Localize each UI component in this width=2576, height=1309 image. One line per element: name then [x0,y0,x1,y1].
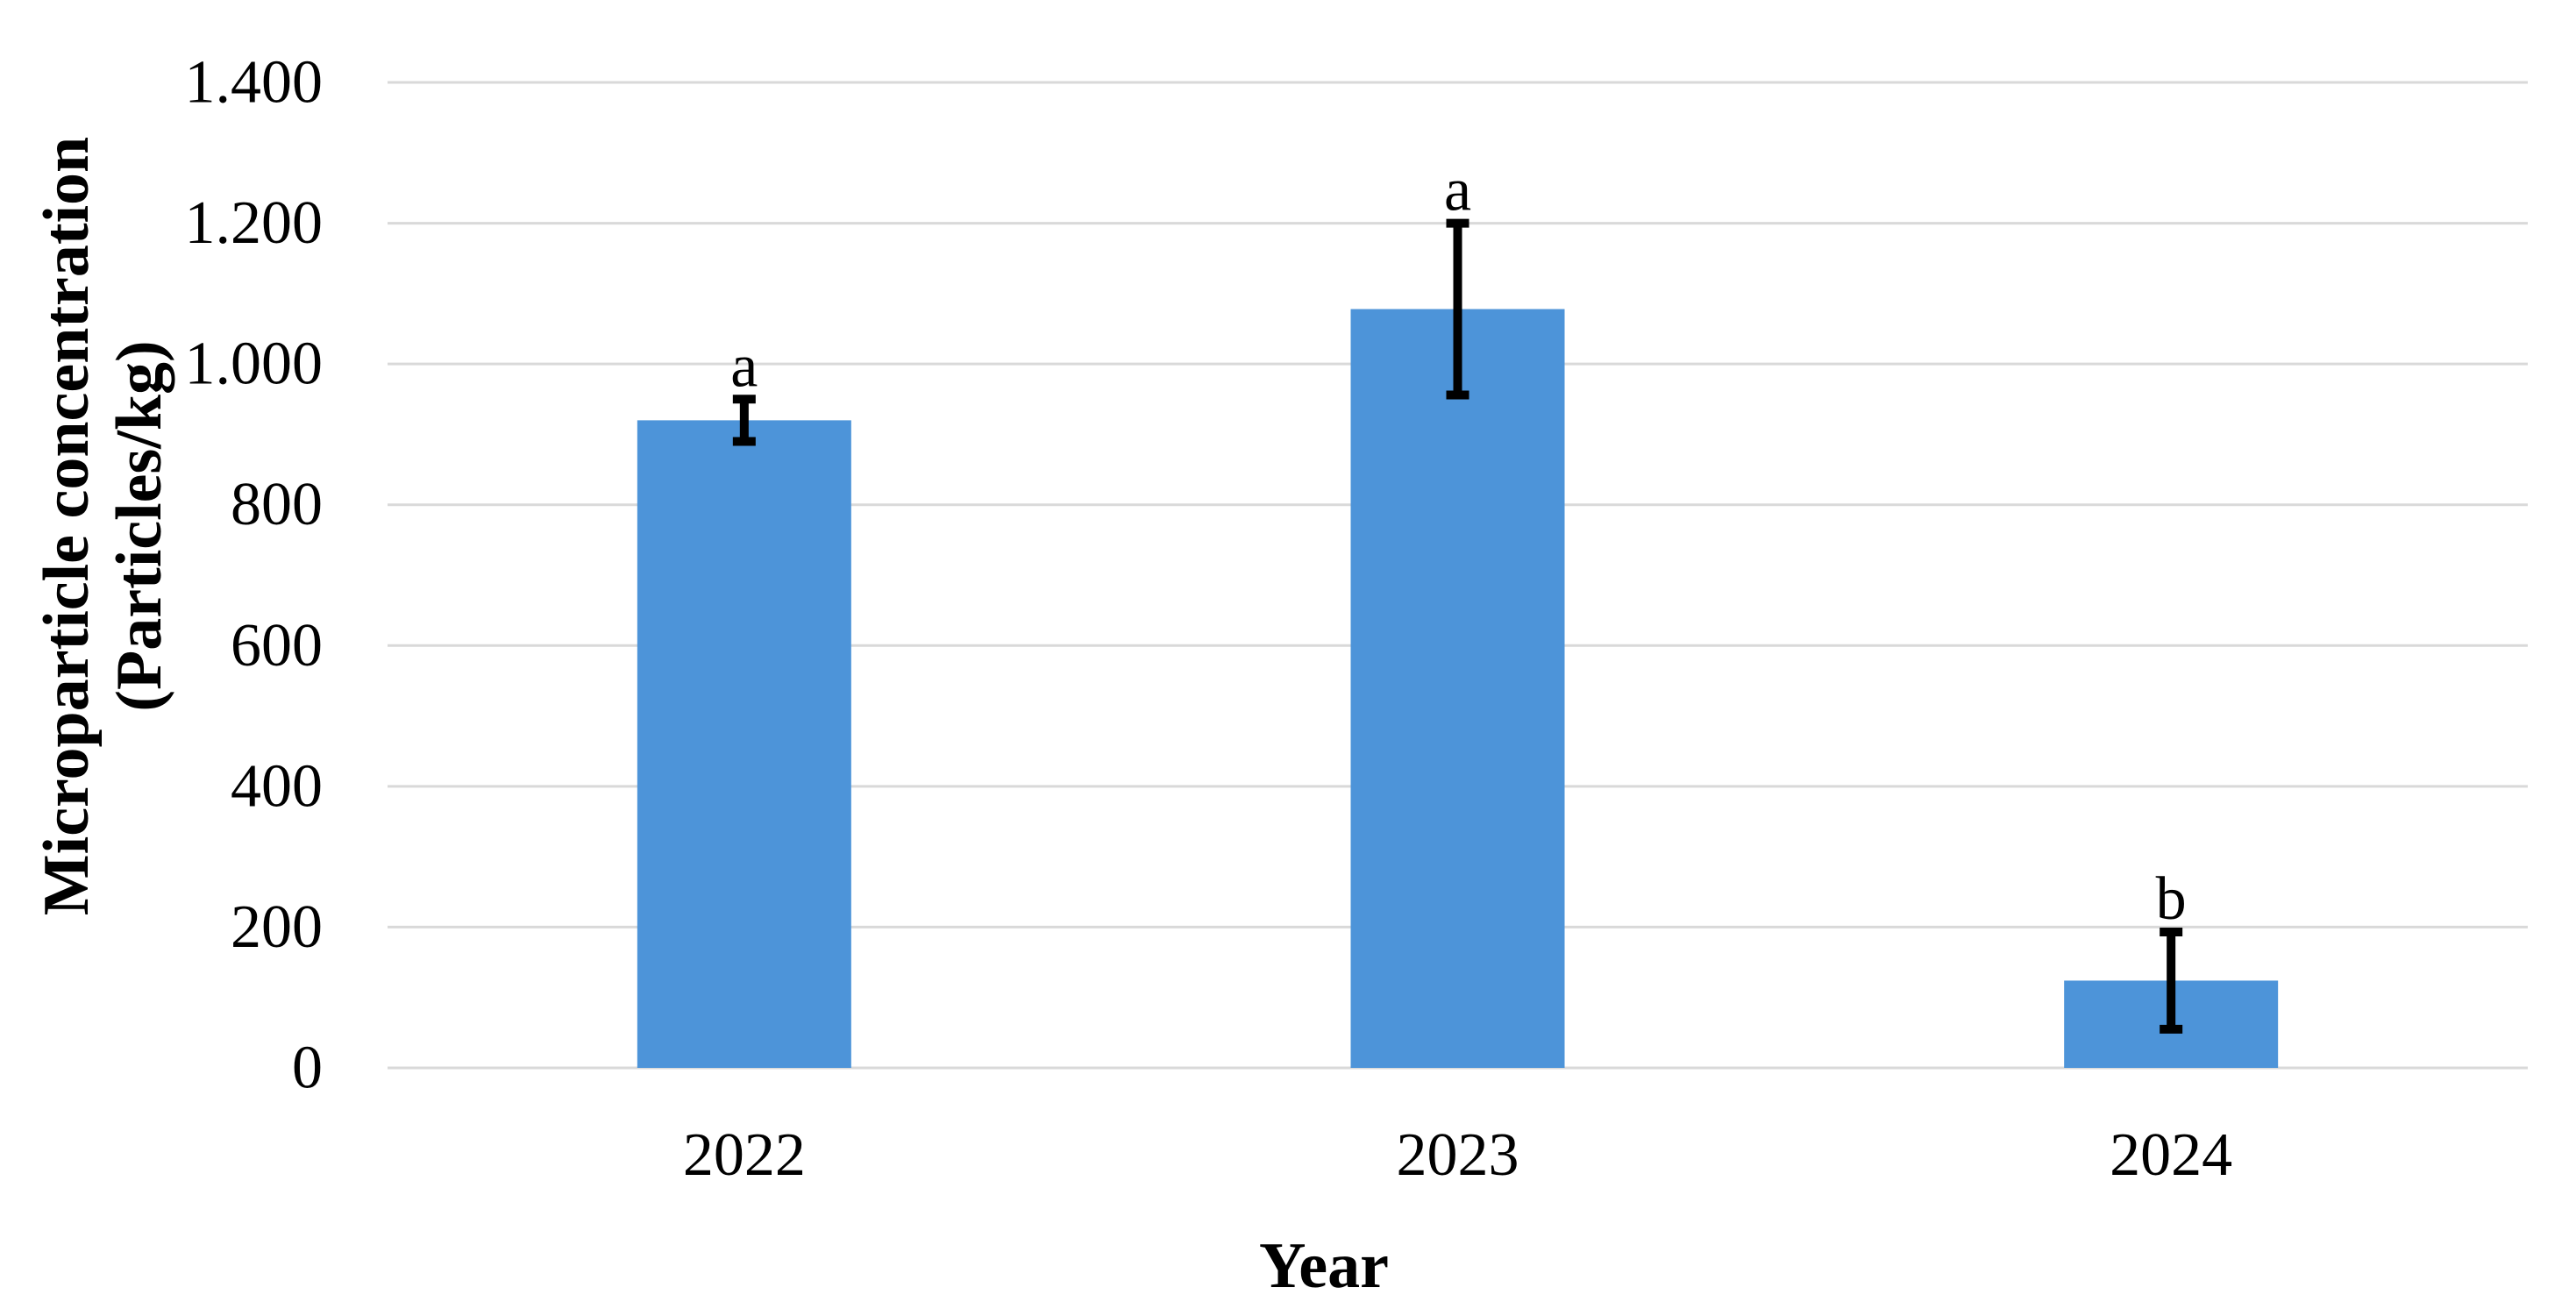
y-tick-label: 1.200 [185,189,324,257]
plot-area: 0 200 400 600 800 1.000 1.200 1.400 a 2022 a 2023 b 2… [185,49,2528,1189]
y-tick-label: 200 [231,893,323,961]
bar-2023 [1350,309,1565,1068]
y-tick-label: 400 [231,752,323,820]
y-tick-label: 0 [292,1035,323,1102]
significance-letter-2023: a [1444,157,1471,224]
y-tick-label: 1.400 [185,49,324,117]
x-tick-label: 2022 [683,1121,806,1189]
y-tick-label: 1.000 [185,331,324,398]
significance-letter-2024: b [2156,865,2187,933]
significance-letter-2022: a [730,332,758,400]
x-tick-label: 2023 [1397,1121,1519,1189]
y-axis-title-line2: (Particles/kg) [103,340,175,711]
x-axis-title: Year [1259,1230,1389,1302]
y-tick-label: 600 [231,612,323,679]
y-tick-label: 800 [231,471,323,538]
y-axis-title-line1: Microparticle concentration [31,137,103,915]
x-tick-label: 2024 [2110,1121,2232,1189]
bar-2022 [637,420,851,1068]
